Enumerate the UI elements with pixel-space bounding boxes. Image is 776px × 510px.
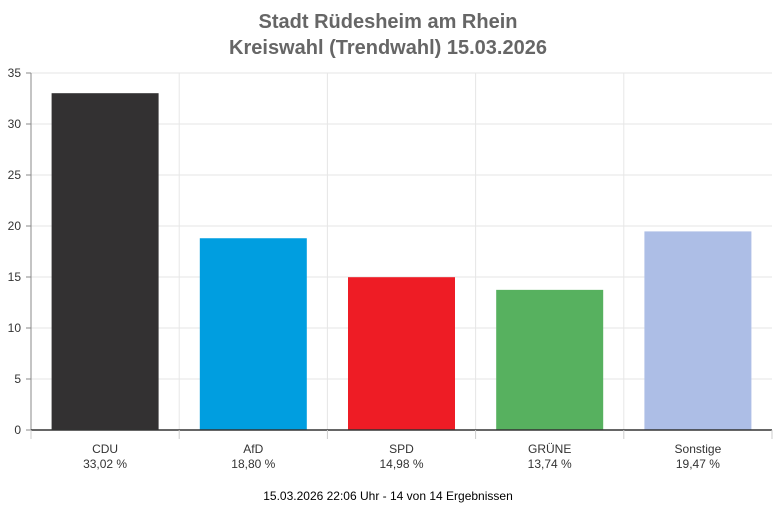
bars [51, 93, 752, 431]
y-tick-label: 10 [8, 321, 22, 335]
value-label: 19,47 % [676, 457, 720, 471]
x-tick-label: CDU [92, 442, 118, 456]
x-tick-label: GRÜNE [528, 442, 571, 456]
y-tick-label: 35 [8, 66, 22, 80]
y-tick-label: 25 [8, 168, 22, 182]
x-tick-label: AfD [243, 442, 263, 456]
bar-spd [348, 277, 455, 430]
chart-title: Stadt Rüdesheim am Rhein [258, 11, 518, 33]
y-tick-label: 0 [14, 423, 21, 437]
value-label: 14,98 % [379, 457, 423, 471]
result-status: 15.03.2026 22:06 Uhr - 14 von 14 Ergebni… [263, 489, 513, 503]
x-tick-label: SPD [389, 442, 414, 456]
value-label: 18,80 % [231, 457, 275, 471]
y-tick-label: 5 [14, 372, 21, 386]
y-tick-label: 30 [8, 117, 22, 131]
axes [26, 72, 773, 439]
value-label: 13,74 % [528, 457, 572, 471]
value-label: 33,02 % [83, 457, 127, 471]
bar-cdu [51, 93, 159, 431]
y-tick-label: 20 [8, 219, 22, 233]
bar-grüne [496, 289, 604, 430]
bar-sonstige [644, 231, 752, 430]
x-tick-label: Sonstige [675, 442, 722, 456]
chart-subtitle: Kreiswahl (Trendwahl) 15.03.2026 [229, 37, 547, 59]
bar-afd [199, 238, 307, 430]
y-tick-label: 15 [8, 270, 22, 284]
